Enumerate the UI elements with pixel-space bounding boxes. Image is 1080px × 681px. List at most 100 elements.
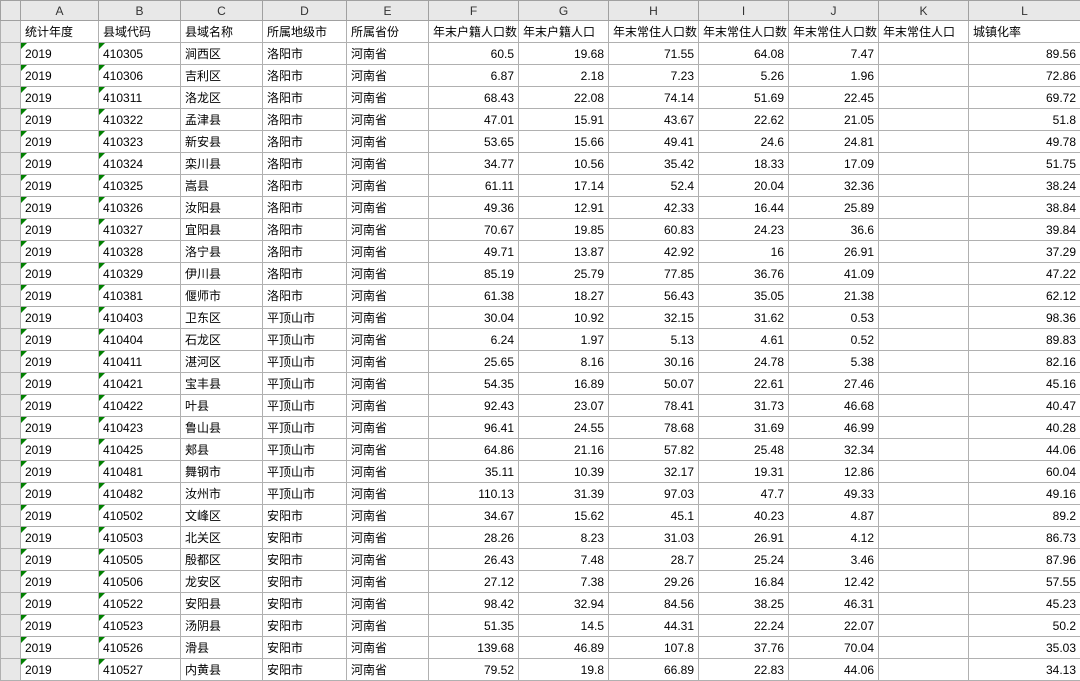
- cell[interactable]: 汝州市: [181, 483, 263, 505]
- cell[interactable]: 410505: [99, 549, 181, 571]
- cell[interactable]: 7.48: [519, 549, 609, 571]
- cell[interactable]: 64.08: [699, 43, 789, 65]
- cell[interactable]: 安阳县: [181, 593, 263, 615]
- cell[interactable]: 410381: [99, 285, 181, 307]
- cell[interactable]: 50.07: [609, 373, 699, 395]
- cell[interactable]: [879, 417, 969, 439]
- cell[interactable]: 410323: [99, 131, 181, 153]
- cell[interactable]: [879, 263, 969, 285]
- cell[interactable]: 洛阳市: [263, 65, 347, 87]
- cell[interactable]: 19.8: [519, 659, 609, 681]
- cell[interactable]: 47.22: [969, 263, 1080, 285]
- cell[interactable]: 38.25: [699, 593, 789, 615]
- cell[interactable]: 2019: [21, 219, 99, 241]
- cell[interactable]: 410526: [99, 637, 181, 659]
- cell[interactable]: [879, 615, 969, 637]
- cell[interactable]: 平顶山市: [263, 373, 347, 395]
- cell[interactable]: 92.43: [429, 395, 519, 417]
- cell[interactable]: 宜阳县: [181, 219, 263, 241]
- cell[interactable]: 97.03: [609, 483, 699, 505]
- cell[interactable]: 56.43: [609, 285, 699, 307]
- cell[interactable]: 2019: [21, 417, 99, 439]
- column-letter[interactable]: C: [181, 1, 263, 21]
- cell[interactable]: 49.33: [789, 483, 879, 505]
- cell[interactable]: 84.56: [609, 593, 699, 615]
- column-header[interactable]: 城镇化率: [969, 21, 1080, 43]
- cell[interactable]: 宝丰县: [181, 373, 263, 395]
- cell[interactable]: 河南省: [347, 263, 429, 285]
- row-number[interactable]: [1, 373, 21, 395]
- cell[interactable]: 河南省: [347, 571, 429, 593]
- cell[interactable]: 20.04: [699, 175, 789, 197]
- cell[interactable]: 2019: [21, 395, 99, 417]
- cell[interactable]: [879, 109, 969, 131]
- cell[interactable]: 22.62: [699, 109, 789, 131]
- cell[interactable]: 89.56: [969, 43, 1080, 65]
- cell[interactable]: 44.31: [609, 615, 699, 637]
- cell[interactable]: 27.46: [789, 373, 879, 395]
- cell[interactable]: 410527: [99, 659, 181, 681]
- cell[interactable]: 安阳市: [263, 637, 347, 659]
- row-number[interactable]: [1, 395, 21, 417]
- cell[interactable]: 河南省: [347, 593, 429, 615]
- cell[interactable]: 6.87: [429, 65, 519, 87]
- cell[interactable]: 河南省: [347, 241, 429, 263]
- cell[interactable]: 27.12: [429, 571, 519, 593]
- cell[interactable]: 安阳市: [263, 659, 347, 681]
- row-number[interactable]: [1, 43, 21, 65]
- cell[interactable]: 98.42: [429, 593, 519, 615]
- cell[interactable]: 河南省: [347, 153, 429, 175]
- cell[interactable]: 53.65: [429, 131, 519, 153]
- row-number[interactable]: [1, 549, 21, 571]
- cell[interactable]: 洛阳市: [263, 263, 347, 285]
- cell[interactable]: 洛阳市: [263, 241, 347, 263]
- cell[interactable]: 孟津县: [181, 109, 263, 131]
- cell[interactable]: 34.77: [429, 153, 519, 175]
- cell[interactable]: 安阳市: [263, 615, 347, 637]
- cell[interactable]: 110.13: [429, 483, 519, 505]
- cell[interactable]: 82.16: [969, 351, 1080, 373]
- cell[interactable]: 49.71: [429, 241, 519, 263]
- cell[interactable]: 85.19: [429, 263, 519, 285]
- cell[interactable]: 139.68: [429, 637, 519, 659]
- cell[interactable]: 32.34: [789, 439, 879, 461]
- cell[interactable]: 49.36: [429, 197, 519, 219]
- cell[interactable]: 28.26: [429, 527, 519, 549]
- cell[interactable]: 23.07: [519, 395, 609, 417]
- column-header[interactable]: 年末户籍人口数: [429, 21, 519, 43]
- cell[interactable]: 25.48: [699, 439, 789, 461]
- cell[interactable]: 98.36: [969, 307, 1080, 329]
- cell[interactable]: 70.04: [789, 637, 879, 659]
- cell[interactable]: 22.24: [699, 615, 789, 637]
- column-letter[interactable]: A: [21, 1, 99, 21]
- cell[interactable]: 2019: [21, 615, 99, 637]
- row-number[interactable]: [1, 351, 21, 373]
- cell[interactable]: 37.29: [969, 241, 1080, 263]
- cell[interactable]: 平顶山市: [263, 395, 347, 417]
- cell[interactable]: 偃师市: [181, 285, 263, 307]
- cell[interactable]: 410325: [99, 175, 181, 197]
- cell[interactable]: 410425: [99, 439, 181, 461]
- column-header[interactable]: 年末常住人口数: [609, 21, 699, 43]
- cell[interactable]: 35.05: [699, 285, 789, 307]
- cell[interactable]: 22.83: [699, 659, 789, 681]
- column-letter[interactable]: L: [969, 1, 1080, 21]
- cell[interactable]: [879, 549, 969, 571]
- cell[interactable]: 71.55: [609, 43, 699, 65]
- cell[interactable]: 5.38: [789, 351, 879, 373]
- cell[interactable]: 河南省: [347, 219, 429, 241]
- cell[interactable]: 36.76: [699, 263, 789, 285]
- cell[interactable]: 卫东区: [181, 307, 263, 329]
- cell[interactable]: 46.68: [789, 395, 879, 417]
- row-number[interactable]: [1, 505, 21, 527]
- cell[interactable]: 68.43: [429, 87, 519, 109]
- cell[interactable]: 河南省: [347, 505, 429, 527]
- cell[interactable]: 66.89: [609, 659, 699, 681]
- cell[interactable]: [879, 43, 969, 65]
- cell[interactable]: 49.41: [609, 131, 699, 153]
- cell[interactable]: 410322: [99, 109, 181, 131]
- cell[interactable]: 57.55: [969, 571, 1080, 593]
- cell[interactable]: 17.14: [519, 175, 609, 197]
- cell[interactable]: 3.46: [789, 549, 879, 571]
- cell[interactable]: 60.5: [429, 43, 519, 65]
